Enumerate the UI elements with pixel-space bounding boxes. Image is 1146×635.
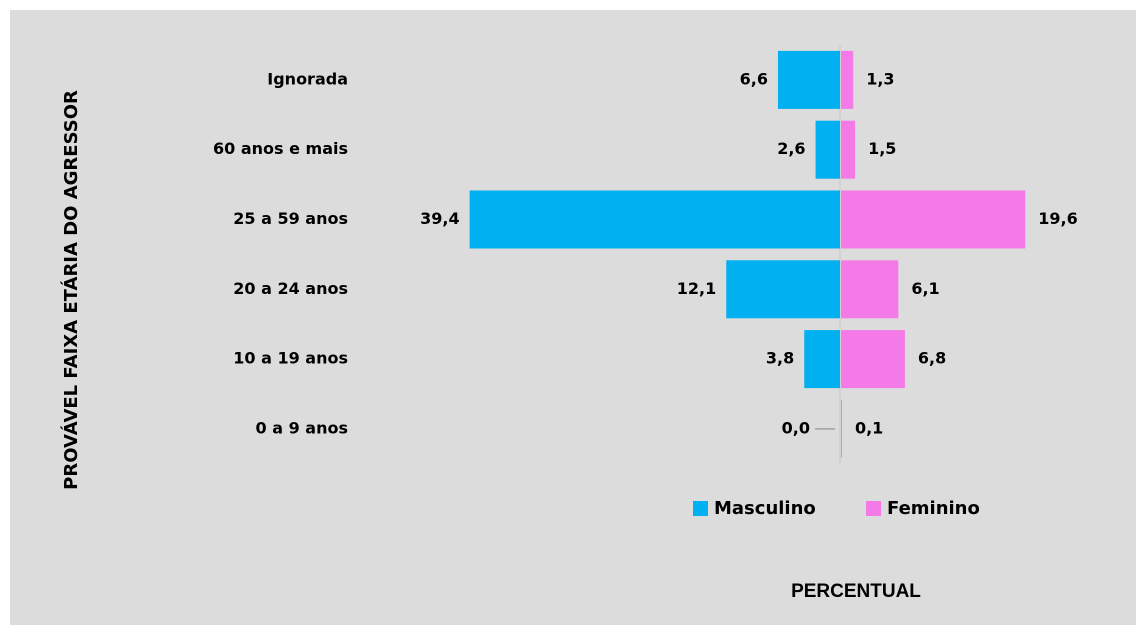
bar	[804, 330, 840, 389]
value-label: 6,1	[911, 279, 939, 298]
bar	[841, 50, 854, 109]
bar	[841, 120, 856, 179]
y-axis-label: PROVÁVEL FAIXA ETÁRIA DO AGRESSOR	[60, 90, 82, 490]
chart-background	[10, 10, 1136, 625]
bar	[815, 120, 840, 179]
category-label: 60 anos e mais	[213, 139, 348, 158]
value-label: 2,6	[777, 139, 805, 158]
category-label: 25 a 59 anos	[233, 209, 348, 228]
value-label: 1,3	[866, 69, 894, 88]
bar	[469, 190, 840, 249]
value-label: 3,8	[766, 349, 794, 368]
legend-label: Feminino	[887, 498, 980, 519]
value-label: 6,6	[740, 69, 768, 88]
x-axis-label: PERCENTUAL	[791, 581, 921, 602]
bar	[777, 50, 840, 109]
category-label: 10 a 19 anos	[233, 349, 348, 368]
category-label: 0 a 9 anos	[256, 418, 348, 437]
category-label: Ignorada	[267, 69, 348, 88]
value-label: 12,1	[677, 279, 716, 298]
bar	[841, 399, 842, 458]
legend-swatch	[866, 501, 881, 516]
value-label: 19,6	[1038, 209, 1077, 228]
category-label: 20 a 24 anos	[233, 279, 348, 298]
legend-swatch	[693, 501, 708, 516]
bar	[841, 330, 905, 389]
value-label: 39,4	[420, 209, 459, 228]
value-label: 0,0	[782, 418, 810, 437]
bar	[841, 260, 899, 319]
bar	[726, 260, 840, 319]
value-label: 1,5	[868, 139, 896, 158]
value-label: 6,8	[918, 349, 946, 368]
legend-label: Masculino	[714, 498, 816, 519]
value-label: 0,1	[855, 418, 883, 437]
bar	[841, 190, 1026, 249]
